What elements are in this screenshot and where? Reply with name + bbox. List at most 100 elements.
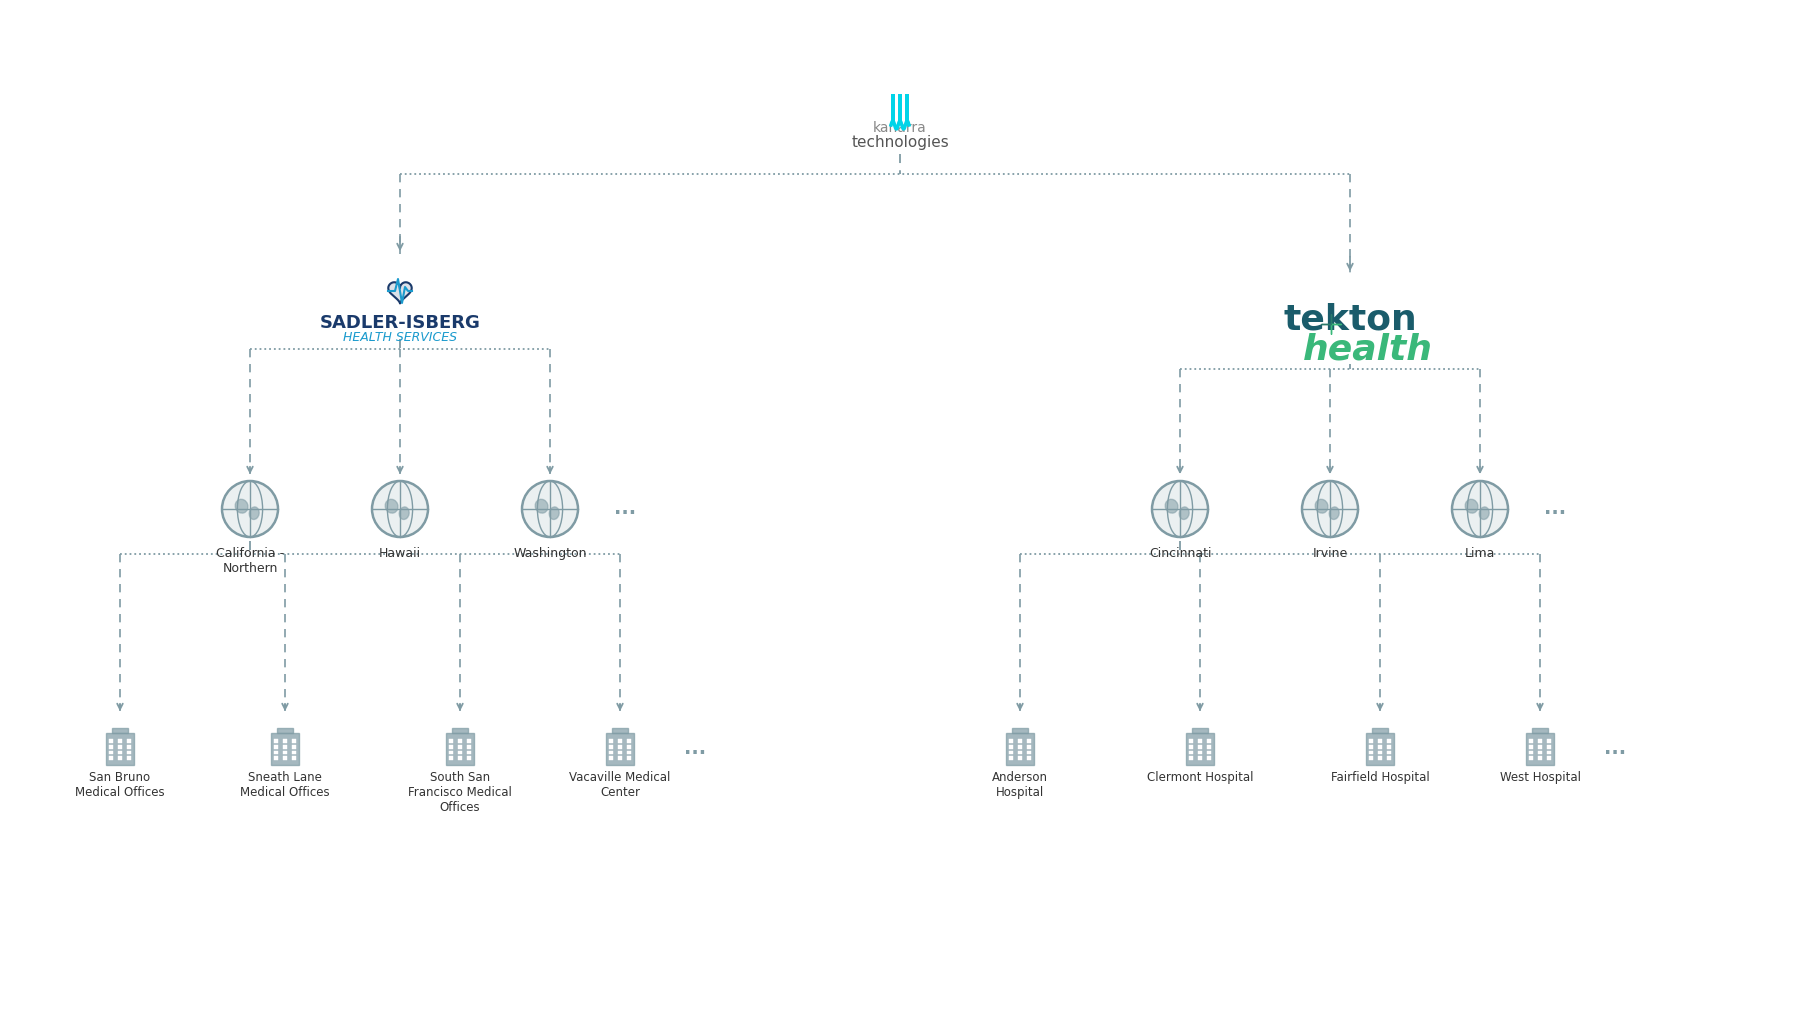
FancyBboxPatch shape [1528,756,1534,760]
FancyBboxPatch shape [608,750,612,754]
FancyBboxPatch shape [1548,756,1552,760]
FancyBboxPatch shape [1368,745,1373,749]
FancyBboxPatch shape [1208,750,1211,754]
Text: ...: ... [1544,499,1566,519]
Text: Vacaville Medical
Center: Vacaville Medical Center [569,771,671,799]
FancyBboxPatch shape [626,745,632,749]
FancyBboxPatch shape [1028,756,1031,760]
FancyBboxPatch shape [1548,750,1552,754]
FancyBboxPatch shape [1017,739,1022,743]
FancyBboxPatch shape [283,750,288,754]
FancyBboxPatch shape [626,756,632,760]
FancyBboxPatch shape [612,729,628,733]
Text: Lima: Lima [1465,547,1496,560]
Ellipse shape [535,499,547,513]
Text: Irvine: Irvine [1312,547,1348,560]
FancyBboxPatch shape [1366,733,1393,765]
FancyBboxPatch shape [277,729,293,733]
FancyBboxPatch shape [617,750,623,754]
FancyBboxPatch shape [468,756,472,760]
FancyBboxPatch shape [1388,745,1391,749]
FancyBboxPatch shape [468,745,472,749]
FancyBboxPatch shape [1528,745,1534,749]
FancyBboxPatch shape [292,739,297,743]
FancyBboxPatch shape [283,739,288,743]
FancyBboxPatch shape [1537,745,1543,749]
FancyBboxPatch shape [1388,756,1391,760]
Text: tekton: tekton [1283,301,1417,336]
FancyBboxPatch shape [119,750,122,754]
Text: California -
Northern: California - Northern [216,547,284,575]
FancyBboxPatch shape [1186,733,1213,765]
Text: West Hospital: West Hospital [1499,771,1580,784]
FancyBboxPatch shape [1017,750,1022,754]
FancyBboxPatch shape [1028,739,1031,743]
FancyBboxPatch shape [1372,729,1388,733]
FancyBboxPatch shape [1197,739,1202,743]
Text: Clermont Hospital: Clermont Hospital [1147,771,1253,784]
FancyBboxPatch shape [1368,750,1373,754]
FancyBboxPatch shape [1528,750,1534,754]
FancyBboxPatch shape [1008,756,1013,760]
FancyBboxPatch shape [1379,739,1382,743]
FancyBboxPatch shape [1368,756,1373,760]
Text: ...: ... [684,740,706,758]
FancyBboxPatch shape [626,750,632,754]
FancyBboxPatch shape [274,745,277,749]
Ellipse shape [1179,507,1190,520]
FancyBboxPatch shape [106,733,133,765]
FancyBboxPatch shape [108,745,113,749]
FancyBboxPatch shape [128,739,131,743]
FancyBboxPatch shape [608,756,612,760]
FancyBboxPatch shape [448,745,454,749]
FancyBboxPatch shape [1528,739,1534,743]
FancyBboxPatch shape [1379,745,1382,749]
Ellipse shape [549,507,560,520]
Circle shape [1301,481,1357,537]
FancyBboxPatch shape [108,750,113,754]
Text: Hawaii: Hawaii [380,547,421,560]
FancyBboxPatch shape [1006,733,1033,765]
FancyBboxPatch shape [607,733,634,765]
Ellipse shape [385,499,398,513]
FancyBboxPatch shape [283,756,288,760]
Ellipse shape [1328,507,1339,520]
Text: HEALTH SERVICES: HEALTH SERVICES [344,331,457,344]
FancyBboxPatch shape [1192,729,1208,733]
FancyBboxPatch shape [108,756,113,760]
Text: kanarra: kanarra [873,121,927,135]
Text: Cincinnati: Cincinnati [1148,547,1211,560]
FancyBboxPatch shape [1532,729,1548,733]
FancyBboxPatch shape [905,94,909,122]
FancyBboxPatch shape [617,756,623,760]
FancyBboxPatch shape [891,94,895,122]
FancyBboxPatch shape [1188,756,1193,760]
FancyBboxPatch shape [457,756,463,760]
Text: Washington: Washington [513,547,587,560]
FancyBboxPatch shape [274,739,277,743]
FancyBboxPatch shape [448,739,454,743]
FancyBboxPatch shape [1208,756,1211,760]
FancyBboxPatch shape [1388,750,1391,754]
FancyBboxPatch shape [1008,750,1013,754]
FancyBboxPatch shape [1188,750,1193,754]
FancyBboxPatch shape [1548,739,1552,743]
FancyBboxPatch shape [274,756,277,760]
FancyBboxPatch shape [1388,739,1391,743]
FancyBboxPatch shape [468,739,472,743]
FancyBboxPatch shape [1197,745,1202,749]
FancyBboxPatch shape [283,745,288,749]
FancyBboxPatch shape [1537,739,1543,743]
FancyBboxPatch shape [1188,745,1193,749]
Text: Sneath Lane
Medical Offices: Sneath Lane Medical Offices [239,771,329,799]
FancyBboxPatch shape [898,94,902,122]
FancyBboxPatch shape [128,750,131,754]
Circle shape [373,481,428,537]
Text: ...: ... [614,499,635,519]
Circle shape [1453,481,1508,537]
FancyBboxPatch shape [1197,750,1202,754]
FancyBboxPatch shape [272,733,299,765]
FancyBboxPatch shape [448,756,454,760]
FancyBboxPatch shape [119,739,122,743]
FancyBboxPatch shape [1368,739,1373,743]
